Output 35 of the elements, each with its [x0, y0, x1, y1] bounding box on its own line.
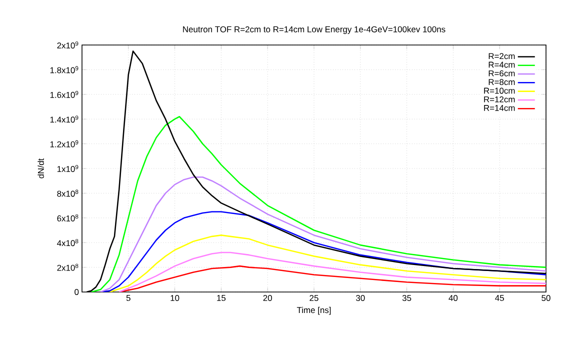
- x-tick-label: 45: [495, 295, 504, 301]
- y-tick-label: 6x10$^{8}$: [57, 214, 78, 222]
- x-tick-label: 50: [542, 295, 550, 302]
- x-tick-label: 30: [356, 295, 365, 302]
- legend-label: R=6cm: [488, 70, 515, 76]
- x-tick-label: 5: [126, 295, 130, 301]
- line-series: [118, 252, 546, 292]
- y-tick-label: 1.6x10$^{9}$: [50, 90, 78, 98]
- legend-label: R=14cm: [484, 105, 515, 111]
- y-tick-label: 4x10$^{8}$: [57, 239, 78, 246]
- legend-label: R=10cm: [484, 88, 515, 94]
- legend-label: R=8cm: [488, 79, 515, 86]
- y-tick-label: 1x10$^{9}$: [57, 164, 78, 172]
- y-tick-label: 1.2x10$^{9}$: [50, 140, 78, 148]
- line-series: [100, 176, 546, 292]
- x-tick-label: 40: [448, 295, 458, 302]
- y-tick-label: 2x10$^{9}$: [57, 41, 78, 49]
- legend-label: R=2cm: [488, 53, 515, 60]
- y-axis-title: dN/dt: [38, 158, 44, 178]
- chart-title: Neutron TOF R=2cm to R=14cm Low Energy 1e-4GeV=100kev 100ns: [183, 26, 446, 34]
- y-tick-label: 2x10$^{8}$: [57, 264, 78, 271]
- x-tick-label: 20: [263, 295, 272, 302]
- x-axis-title: Time [ns]: [296, 306, 331, 315]
- x-tick-label: 15: [217, 295, 226, 301]
- y-tick-label: 1.8x10$^{9}$: [50, 66, 78, 74]
- y-tick-label: 1.4x10$^{9}$: [50, 116, 78, 123]
- x-tick-label: 10: [170, 295, 180, 302]
- legend-label: R=4cm: [488, 62, 515, 68]
- y-tick-label: 0: [74, 289, 79, 295]
- legend-label: R=12cm: [484, 96, 515, 102]
- line-series: [90, 116, 546, 292]
- y-tick-label: 8x10$^{8}$: [57, 190, 78, 197]
- line-series: [109, 234, 546, 292]
- x-tick-label: 35: [402, 295, 412, 302]
- x-tick-label: 25: [310, 295, 318, 302]
